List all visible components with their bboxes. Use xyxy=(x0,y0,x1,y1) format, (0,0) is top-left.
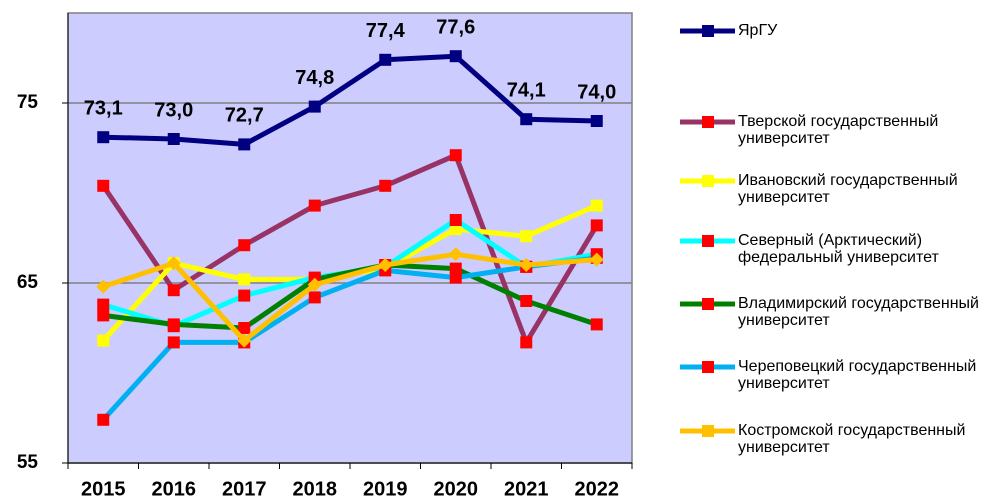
marker xyxy=(378,258,393,272)
x-tick-label: 2016 xyxy=(152,478,197,500)
data-label: 77,6 xyxy=(436,16,475,38)
marker xyxy=(520,295,533,307)
marker xyxy=(448,247,463,262)
legend-marker xyxy=(702,298,714,310)
marker xyxy=(449,149,462,162)
data-label: 73,0 xyxy=(154,99,193,121)
legend-marker xyxy=(702,25,714,37)
marker xyxy=(97,298,110,311)
marker xyxy=(167,284,180,297)
marker xyxy=(520,113,533,126)
marker xyxy=(589,252,604,267)
legend-label: Владимирский государственный университет xyxy=(738,295,979,329)
marker xyxy=(520,336,533,349)
legend-label: ЯрГУ xyxy=(738,22,778,39)
legend-marker xyxy=(702,425,714,437)
marker xyxy=(237,333,252,348)
marker xyxy=(238,138,251,151)
data-label: 74,0 xyxy=(577,81,616,103)
x-tick-label: 2018 xyxy=(293,478,338,500)
series-line xyxy=(101,152,599,345)
legend-marker xyxy=(702,361,714,373)
data-label: 73,1 xyxy=(84,97,123,119)
marker xyxy=(167,318,180,331)
marker xyxy=(238,273,251,286)
marker xyxy=(238,322,251,334)
series-line xyxy=(103,53,597,147)
x-tick-label: 2017 xyxy=(222,478,267,500)
marker xyxy=(96,279,111,294)
marker xyxy=(590,219,603,232)
legend-label: Костромской государственный университет xyxy=(738,422,966,456)
legend-marker xyxy=(702,116,714,128)
marker xyxy=(520,230,533,243)
legend-marker xyxy=(702,175,714,187)
marker xyxy=(449,271,462,284)
data-label: 74,8 xyxy=(295,67,334,89)
marker xyxy=(97,413,110,426)
marker xyxy=(449,50,462,63)
data-label: 72,7 xyxy=(225,105,264,127)
marker xyxy=(238,289,251,302)
marker xyxy=(97,131,110,144)
data-label: 74,1 xyxy=(507,79,546,101)
legend-label: Череповецкий государственный университет xyxy=(738,358,977,392)
marker xyxy=(308,199,321,212)
x-tick-label: 2015 xyxy=(81,478,126,500)
marker xyxy=(590,199,603,212)
series-line xyxy=(101,255,598,422)
marker xyxy=(308,100,321,113)
x-tick-label: 2020 xyxy=(434,478,479,500)
y-tick-label: 75 xyxy=(17,92,39,113)
marker xyxy=(97,179,110,192)
marker xyxy=(307,277,322,292)
marker xyxy=(449,214,462,226)
marker xyxy=(308,291,321,304)
marker xyxy=(238,239,251,252)
marker xyxy=(379,53,392,66)
series-line xyxy=(102,251,597,344)
series-line xyxy=(102,262,598,331)
marker xyxy=(590,318,603,331)
legend-marker xyxy=(702,235,714,247)
x-tick-label: 2019 xyxy=(363,478,408,500)
marker xyxy=(97,309,110,322)
y-tick-label: 65 xyxy=(17,272,39,293)
marker xyxy=(167,336,180,349)
legend-label: Ивановский государственный университет xyxy=(738,172,958,206)
marker xyxy=(379,179,392,192)
legend-label: Северный (Арктический) федеральный униве… xyxy=(738,232,939,266)
marker xyxy=(167,133,180,145)
plot-area xyxy=(67,12,633,464)
legend-label: Тверской государственный университет xyxy=(738,113,939,147)
marker xyxy=(166,256,181,271)
x-tick-label: 2022 xyxy=(575,478,620,500)
marker xyxy=(97,334,110,347)
y-tick-label: 55 xyxy=(17,452,39,473)
marker xyxy=(519,258,534,272)
x-tick-label: 2021 xyxy=(504,478,549,500)
data-label: 77,4 xyxy=(366,20,406,42)
marker xyxy=(590,115,603,127)
